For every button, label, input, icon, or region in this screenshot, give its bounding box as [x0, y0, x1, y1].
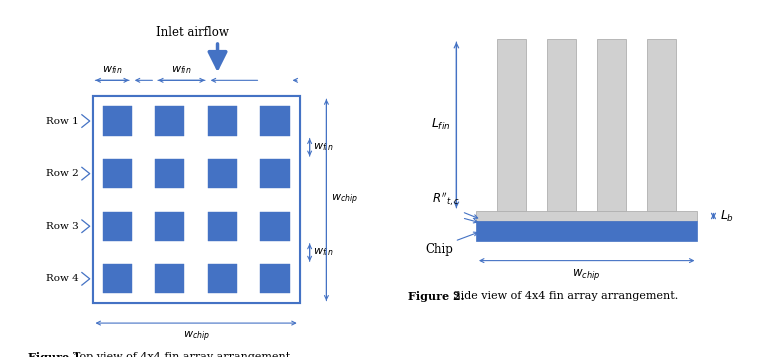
Bar [93, 96, 300, 303]
Bar [155, 212, 184, 241]
Bar [155, 106, 184, 136]
Text: $w_{fin}$: $w_{fin}$ [313, 247, 333, 258]
Text: $L_b$: $L_b$ [720, 208, 734, 223]
Bar [208, 159, 237, 188]
Text: $w_{chip}$: $w_{chip}$ [183, 330, 210, 344]
Text: $w_{fin}$: $w_{fin}$ [102, 64, 122, 76]
Text: $w_{fin}$: $w_{fin}$ [171, 64, 192, 76]
Bar [548, 39, 576, 211]
Text: Row 1: Row 1 [46, 116, 79, 126]
Bar [260, 106, 290, 136]
Bar [647, 39, 676, 211]
Bar [476, 221, 697, 241]
Text: $L_{fin}$: $L_{fin}$ [431, 117, 450, 132]
Bar [260, 212, 290, 241]
Bar [155, 159, 184, 188]
Text: Figure 1.: Figure 1. [28, 352, 84, 357]
Text: Row 4: Row 4 [46, 274, 79, 283]
Text: $w_{fin}$: $w_{fin}$ [313, 141, 333, 153]
Text: Chip: Chip [425, 243, 453, 256]
Bar [103, 159, 132, 188]
Bar [103, 212, 132, 241]
Bar [208, 212, 237, 241]
Text: Side view of 4x4 fin array arrangement.: Side view of 4x4 fin array arrangement. [445, 291, 678, 301]
Text: $R''_{t,c}$: $R''_{t,c}$ [432, 190, 460, 208]
Text: $w_{chip}$: $w_{chip}$ [572, 267, 601, 282]
Bar [598, 39, 626, 211]
Bar [93, 96, 300, 303]
Text: Row 2: Row 2 [46, 169, 79, 178]
Bar [103, 264, 132, 293]
Text: $w_{chip}$: $w_{chip}$ [331, 193, 358, 207]
Bar [155, 264, 184, 293]
Bar [208, 264, 237, 293]
Text: Row 3: Row 3 [46, 222, 79, 231]
Bar [208, 106, 237, 136]
Bar [103, 106, 132, 136]
Bar [260, 159, 290, 188]
Text: Top view of 4x4 fin array arrangement,
including row number.: Top view of 4x4 fin array arrangement, i… [66, 352, 293, 357]
Text: Figure 2.: Figure 2. [409, 291, 465, 302]
Text: Inlet airflow: Inlet airflow [156, 26, 229, 39]
Bar [260, 264, 290, 293]
Bar [498, 39, 526, 211]
Bar [476, 211, 697, 221]
